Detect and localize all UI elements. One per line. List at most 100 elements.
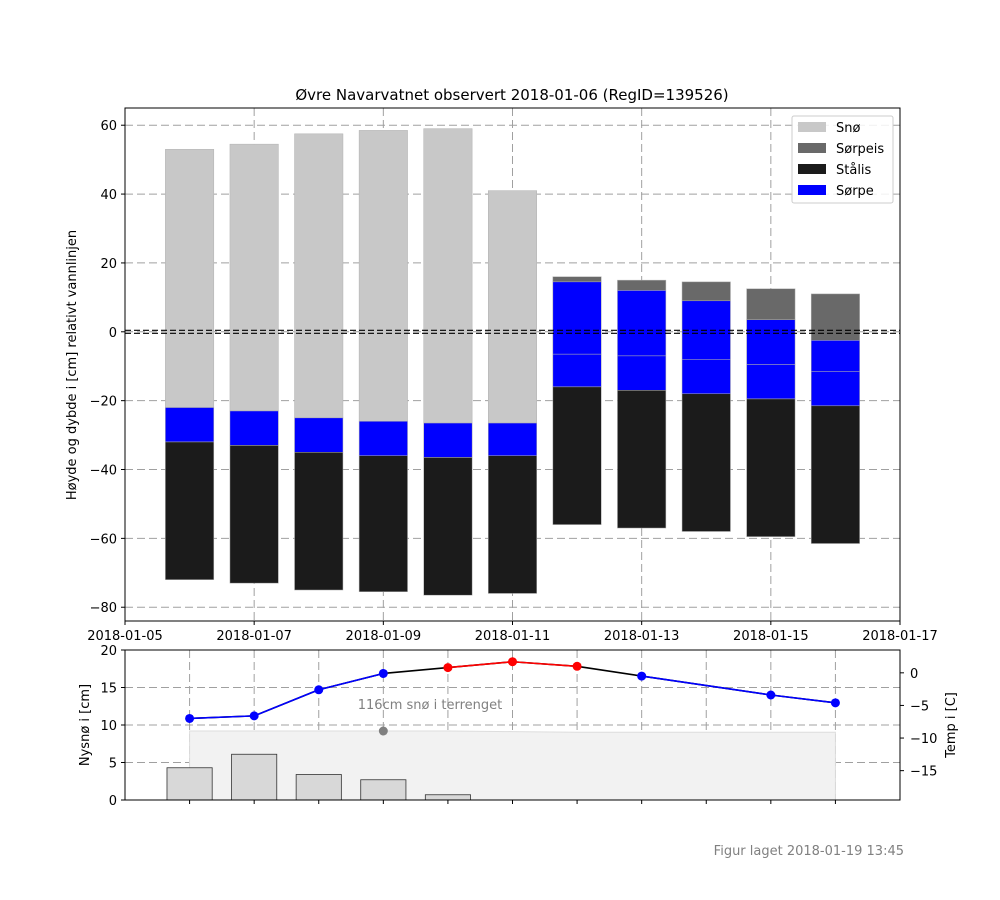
x-tick-label: 2018-01-05 bbox=[87, 629, 163, 644]
temp-point bbox=[314, 685, 324, 695]
water-line bbox=[125, 329, 900, 334]
new-snow-bar bbox=[231, 753, 278, 801]
y-tick-label: 5 bbox=[109, 757, 117, 772]
temp-segment bbox=[383, 666, 448, 675]
bar-segment-sorpeis bbox=[746, 288, 796, 320]
legend-label: Sørpe bbox=[836, 184, 874, 199]
y-tick-label: 10 bbox=[100, 719, 117, 734]
bar-segment-stalis bbox=[229, 445, 279, 584]
temperature-line bbox=[185, 657, 840, 723]
y-tick-label: 0 bbox=[910, 667, 918, 682]
legend: Snø Sørpeis Stålis Sørpe bbox=[791, 115, 894, 204]
new-snow-bar bbox=[360, 779, 407, 801]
ice-layers-chart: Øvre Navarvatnet observert 2018-01-06 (R… bbox=[65, 86, 938, 644]
bar-segment-sorpe bbox=[810, 371, 860, 407]
y-axis-right-label: Temp i [C] bbox=[944, 692, 959, 759]
bar-segment-sorpe bbox=[294, 417, 344, 453]
bar-segment-sorpeis bbox=[617, 279, 667, 291]
y-tick-label: 20 bbox=[100, 257, 117, 272]
bar-segment-sorpe bbox=[617, 290, 667, 357]
weather-chart: 116cm snø i terrenget 0 5 10 15 20 0 −5 −10 −15… bbox=[78, 644, 959, 809]
y-tick-label: 0 bbox=[109, 794, 117, 809]
bar-segment-stalis bbox=[165, 441, 215, 580]
bar-segment-sorpe bbox=[488, 422, 537, 456]
legend-label: Sørpeis bbox=[836, 142, 884, 157]
bar-segment-sorpe bbox=[358, 421, 408, 456]
bar-segment-sorpe bbox=[746, 319, 796, 365]
terrain-snow-area bbox=[189, 726, 836, 801]
temp-point bbox=[185, 713, 195, 723]
temp-point bbox=[572, 661, 582, 671]
y-tick-label: −15 bbox=[910, 765, 937, 780]
terrain-snow-label: 116cm snø i terrenget bbox=[358, 698, 502, 713]
temp-point bbox=[766, 690, 776, 700]
temp-point bbox=[637, 671, 647, 681]
y-tick-label: −10 bbox=[910, 732, 937, 747]
y-tick-label: 40 bbox=[100, 188, 117, 203]
y-tick-label: 60 bbox=[100, 119, 117, 134]
x-tick-label: 2018-01-11 bbox=[475, 629, 551, 644]
temp-point bbox=[830, 698, 840, 708]
bar-segment-sorpeis bbox=[810, 293, 860, 341]
y-tick-label: −20 bbox=[90, 395, 117, 410]
bar-segment-sorpe bbox=[552, 353, 602, 388]
y-tick-label: −60 bbox=[90, 532, 117, 547]
y-tick-label: 15 bbox=[100, 682, 117, 697]
temp-point bbox=[249, 711, 259, 721]
bar-segment-sno bbox=[294, 133, 344, 419]
bar-segment-sno bbox=[165, 149, 215, 408]
y-tick-label: 0 bbox=[109, 326, 117, 341]
legend-swatch bbox=[798, 143, 826, 153]
x-axis bbox=[189, 800, 836, 804]
temp-point bbox=[508, 657, 517, 667]
new-snow-bar bbox=[424, 794, 471, 801]
new-snow-bar bbox=[166, 767, 213, 801]
figure-note: Figur laget 2018-01-19 13:45 bbox=[714, 844, 904, 859]
legend-swatch bbox=[798, 164, 826, 174]
y-tick-label: −40 bbox=[90, 464, 117, 479]
bar-segment-stalis bbox=[746, 398, 796, 537]
x-tick-label: 2018-01-17 bbox=[862, 629, 938, 644]
y-tick-label: −80 bbox=[90, 601, 117, 616]
terrain-snow-marker bbox=[378, 726, 388, 736]
x-tick-label: 2018-01-09 bbox=[346, 629, 422, 644]
y-axis-left-label: Nysnø i [cm] bbox=[78, 684, 93, 766]
temp-segment-colored bbox=[770, 694, 836, 704]
y-tick-label: −5 bbox=[910, 699, 929, 714]
bar-segment-sorpe bbox=[552, 281, 602, 355]
legend-label: Snø bbox=[836, 121, 860, 136]
x-axis: 2018-01-05 2018-01-07 2018-01-09 2018-01-11… bbox=[87, 621, 938, 644]
bar-segment-stalis bbox=[552, 386, 602, 525]
bar-segment-stalis bbox=[488, 455, 537, 594]
temp-segment-colored bbox=[447, 660, 513, 669]
y-axis-right: 0 −5 −10 −15 bbox=[900, 667, 937, 780]
bar-segment-stalis bbox=[358, 455, 408, 592]
terrain-snow-area bbox=[189, 730, 836, 801]
chart-title: Øvre Navarvatnet observert 2018-01-06 (R… bbox=[295, 86, 728, 104]
temp-segment-colored bbox=[318, 672, 384, 691]
legend-swatch bbox=[798, 122, 826, 132]
bar-segment-sorpe bbox=[810, 340, 860, 372]
temp-segment-colored bbox=[641, 675, 771, 696]
bar-segment-sno bbox=[358, 130, 408, 422]
bar-segment-stalis bbox=[810, 405, 860, 544]
temp-segment bbox=[576, 665, 642, 677]
temp-point bbox=[378, 668, 388, 678]
bar-segment-sno bbox=[423, 128, 473, 424]
bar-segment-sorpe bbox=[746, 364, 796, 400]
y-axis-label: Høyde og dybde i [cm] relativt vannlinje… bbox=[65, 230, 80, 500]
y-tick-label: 20 bbox=[100, 644, 117, 659]
legend-swatch bbox=[798, 185, 826, 195]
bars bbox=[165, 128, 860, 596]
bar-segment-sno bbox=[488, 190, 537, 424]
x-tick-label: 2018-01-07 bbox=[216, 629, 292, 644]
x-tick-label: 2018-01-13 bbox=[604, 629, 680, 644]
x-tick-label: 2018-01-15 bbox=[733, 629, 809, 644]
bar-segment-sorpe bbox=[229, 410, 279, 446]
legend-label: Stålis bbox=[836, 163, 872, 178]
bar-segment-sorpeis bbox=[552, 276, 602, 283]
bar-segment-sno bbox=[229, 143, 279, 412]
bar-segment-sorpe bbox=[423, 422, 473, 458]
bar-segment-stalis bbox=[681, 393, 731, 532]
